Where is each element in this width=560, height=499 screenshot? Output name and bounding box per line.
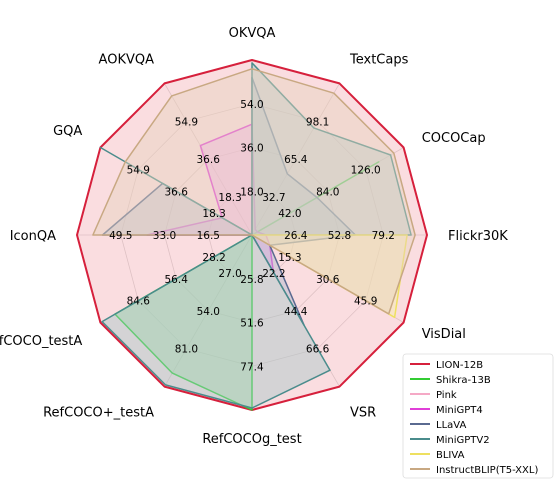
tick-label: 54.0 bbox=[240, 99, 263, 111]
tick-label: 84.0 bbox=[316, 186, 339, 198]
tick-label: 28.2 bbox=[202, 252, 225, 264]
tick-label: 52.8 bbox=[328, 230, 351, 242]
tick-label: 45.9 bbox=[354, 296, 377, 308]
axis-label: COCOCap bbox=[422, 131, 486, 146]
axis-label: VisDial bbox=[422, 327, 466, 342]
legend-label: BLIVA bbox=[436, 450, 465, 461]
tick-label: 32.7 bbox=[262, 192, 285, 204]
radar-axis-labels: OKVQA TextCaps COCOCap Flickr30K VisDial VSR R… bbox=[0, 26, 508, 447]
tick-label: 18.0 bbox=[240, 186, 263, 198]
grid-spoke bbox=[251, 83, 340, 236]
grid-spoke bbox=[164, 83, 253, 236]
axis-label: OKVQA bbox=[229, 26, 276, 41]
tick-label: 126.0 bbox=[351, 164, 381, 176]
legend-label: Shikra-13B bbox=[436, 375, 491, 386]
tick-label: 22.2 bbox=[262, 268, 285, 280]
legend-box bbox=[402, 353, 554, 479]
tick-label: 56.4 bbox=[165, 274, 189, 286]
legend-label: LLaVA bbox=[436, 420, 466, 431]
tick-label: 54.9 bbox=[175, 116, 198, 128]
series-polygon-minigptv2 bbox=[99, 62, 412, 409]
tick-label: 81.0 bbox=[175, 344, 198, 356]
tick-label: 49.5 bbox=[109, 230, 132, 242]
tick-label: 30.6 bbox=[316, 274, 340, 286]
radar-series bbox=[76, 59, 428, 411]
tick-label: 42.0 bbox=[278, 208, 301, 220]
tick-label: 15.3 bbox=[278, 252, 301, 264]
tick-label: 36.6 bbox=[197, 154, 221, 166]
tick-label: 36.0 bbox=[240, 143, 263, 155]
tick-label: 84.6 bbox=[127, 296, 151, 308]
tick-label: 77.4 bbox=[240, 361, 264, 373]
axis-label: RefCOCOg_test bbox=[202, 432, 301, 447]
axis-label: RefCOCO+_testA bbox=[43, 406, 154, 421]
tick-label: 25.8 bbox=[240, 274, 263, 286]
tick-label: 16.5 bbox=[197, 230, 220, 242]
axis-label: TextCaps bbox=[349, 52, 409, 67]
tick-label: 98.1 bbox=[306, 116, 329, 128]
legend: LION-12B Shikra-13B Pink MiniGPT4 LLaVA MiniG… bbox=[402, 353, 554, 479]
legend-label: LION-12B bbox=[436, 360, 483, 371]
axis-label: GQA bbox=[53, 124, 82, 139]
grid-spoke bbox=[164, 234, 253, 387]
tick-label: 36.6 bbox=[165, 186, 189, 198]
tick-label: 27.0 bbox=[218, 268, 241, 280]
tick-label: 18.3 bbox=[202, 208, 225, 220]
tick-label: 54.0 bbox=[197, 306, 220, 318]
radar-tick-labels: 18.0 36.0 54.0 32.7 65.4 98.1 42.0 84.0 126.0 26.… bbox=[109, 99, 395, 373]
tick-label: 26.4 bbox=[284, 230, 308, 242]
tick-label: 79.2 bbox=[372, 230, 395, 242]
axis-label: Flickr30K bbox=[448, 229, 508, 244]
legend-label: InstructBLIP(T5-XXL) bbox=[436, 465, 538, 476]
axis-label: AOKVQA bbox=[99, 52, 155, 67]
series-polygon-instructblip-t5-xxl- bbox=[92, 68, 416, 315]
tick-label: 18.3 bbox=[218, 192, 241, 204]
tick-label: 66.6 bbox=[306, 344, 330, 356]
tick-label: 51.6 bbox=[240, 318, 264, 330]
tick-label: 65.4 bbox=[284, 154, 308, 166]
tick-label: 44.4 bbox=[284, 306, 308, 318]
axis-label: VSR bbox=[350, 406, 376, 421]
legend-label: MiniGPT4 bbox=[436, 405, 483, 416]
legend-label: Pink bbox=[436, 390, 457, 401]
tick-label: 33.0 bbox=[153, 230, 176, 242]
axis-label: IconQA bbox=[10, 229, 56, 244]
legend-label: MiniGPTV2 bbox=[436, 435, 490, 446]
axis-label: RefCOCO_testA bbox=[0, 334, 82, 349]
tick-label: 54.9 bbox=[127, 164, 150, 176]
